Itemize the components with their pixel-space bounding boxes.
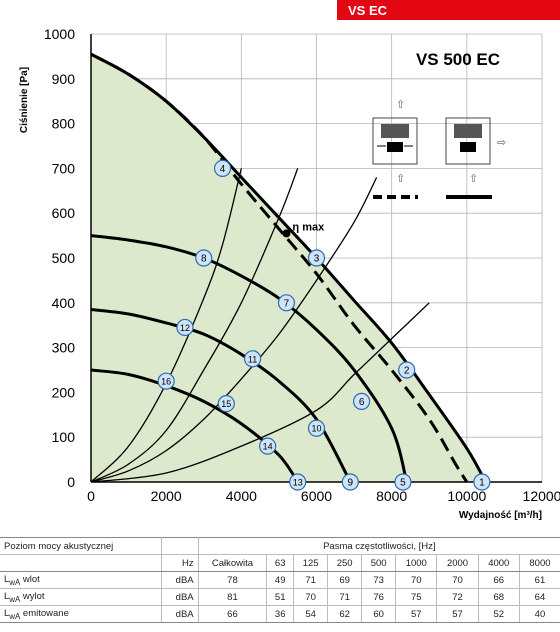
chart-axes — [90, 34, 542, 483]
band-header: 250 — [327, 554, 363, 572]
table-blank — [160, 537, 199, 555]
x-axis-label: Wydajność [m³/h] — [459, 510, 542, 521]
eta-max-label: η max — [292, 221, 325, 233]
installation-diagram: ⇧ ⇧ ⇨ ⇧ — [372, 99, 506, 199]
y-tick-label: 900 — [52, 71, 76, 87]
svg-text:7: 7 — [284, 298, 290, 309]
y-tick-label: 400 — [52, 295, 76, 311]
x-tick-label: 12000 — [523, 488, 560, 504]
marker-5: 5 — [394, 473, 412, 491]
marker-6: 6 — [353, 392, 371, 410]
marker-12: 12 — [176, 318, 194, 337]
frequency-band-header: Pasma częstotliwości, [Hz] — [197, 537, 560, 555]
svg-text:12: 12 — [180, 323, 190, 333]
y-axis-label: Ciśnienie [Pa] — [19, 67, 30, 133]
svg-text:13: 13 — [293, 478, 303, 488]
svg-text:8: 8 — [201, 254, 207, 265]
svg-text:1: 1 — [479, 478, 485, 489]
x-tick-label: 6000 — [301, 488, 332, 504]
x-tick-label: 0 — [87, 488, 95, 504]
fan-curves — [90, 52, 487, 483]
acoustic-power-table: Poziom mocy akustycznej Pasma częstotliw… — [0, 537, 560, 623]
svg-text:11: 11 — [248, 354, 257, 364]
y-tick-labels: 0 100 200 300 400 500 600 700 800 900 1000 — [44, 26, 75, 490]
band-header: 2000 — [436, 554, 479, 572]
marker-4: 4 — [213, 159, 232, 177]
svg-text:6: 6 — [359, 397, 365, 408]
y-tick-label: 100 — [52, 429, 76, 445]
chart-title: VS 500 EC — [416, 50, 500, 69]
marker-10: 10 — [307, 419, 326, 437]
svg-text:⇧: ⇧ — [396, 173, 405, 185]
band-header: 125 — [293, 554, 329, 572]
band-header: Całkowita — [197, 554, 268, 572]
product-tag: VS EC — [337, 0, 560, 20]
svg-text:⇧: ⇧ — [469, 173, 478, 185]
operating-area — [91, 54, 486, 482]
marker-9: 9 — [341, 473, 359, 491]
marker-3: 3 — [307, 249, 326, 267]
x-tick-label: 10000 — [447, 488, 486, 504]
band-header: 4000 — [477, 554, 520, 572]
y-tick-label: 1000 — [44, 26, 75, 42]
svg-text:16: 16 — [161, 377, 171, 387]
svg-text:4: 4 — [220, 164, 226, 175]
y-tick-label: 800 — [52, 116, 76, 132]
x-tick-label: 2000 — [151, 488, 182, 504]
svg-text:14: 14 — [263, 442, 273, 452]
fan-curve-2 — [90, 52, 469, 483]
marker-8: 8 — [195, 249, 213, 267]
y-tick-label: 700 — [52, 160, 76, 176]
fan-curve-5 — [90, 368, 299, 483]
marker-16: 16 — [157, 372, 175, 390]
fan-performance-chart: 0 2000 4000 6000 8000 10000 12000 010020030040… — [19, 26, 560, 521]
table-row: LwA wlot dBA 78 49 71 69 73 70 70 66 61 — [0, 571, 560, 589]
marker-15: 15 — [217, 395, 235, 413]
fan-curve-3 — [90, 234, 409, 483]
hz-header: Hz — [160, 554, 199, 572]
column-header-row: Hz Całkowita 63 125 250 500 1000 2000 4000 8000 — [0, 554, 560, 572]
marker-11: 11 — [244, 350, 262, 368]
x-tick-labels: 0 2000 4000 6000 8000 10000 12000 — [87, 488, 560, 504]
marker-1: 1 — [473, 473, 491, 491]
y-tick-label: 200 — [52, 384, 76, 400]
y-tick-label: 600 — [52, 205, 76, 221]
y-tick-label: 300 — [52, 340, 76, 356]
svg-text:15: 15 — [221, 399, 231, 409]
table-row: LwA wylot dBA 81 51 70 71 76 75 72 68 64 — [0, 588, 560, 606]
svg-text:9: 9 — [348, 478, 354, 489]
band-header: 1000 — [395, 554, 438, 572]
y-tick-label: 500 — [52, 250, 76, 266]
marker-14: 14 — [259, 437, 277, 455]
system-curve-3 — [90, 177, 378, 483]
system-curve-4 — [90, 302, 430, 483]
svg-text:5: 5 — [400, 478, 406, 489]
system-curve-1 — [90, 168, 242, 483]
marker-7: 7 — [277, 294, 296, 312]
svg-text:2: 2 — [404, 366, 410, 377]
x-tick-label: 8000 — [376, 488, 407, 504]
system-curves — [90, 168, 430, 483]
marker-13: 13 — [289, 473, 307, 491]
band-header: 500 — [361, 554, 397, 572]
eta-max-point: η max — [282, 221, 325, 238]
table-caption: Poziom mocy akustycznej — [0, 537, 162, 555]
svg-text:3: 3 — [314, 254, 320, 265]
svg-text:10: 10 — [311, 424, 321, 434]
x-tick-label: 4000 — [226, 488, 257, 504]
band-header: 63 — [266, 554, 295, 572]
table-row: LwA emitowane dBA 66 36 54 62 60 57 57 52 40 — [0, 605, 560, 623]
arrow-right-icon: ⇨ — [497, 137, 506, 149]
band-header: 8000 — [518, 554, 560, 572]
arrow-up-icon: ⇧ — [396, 99, 405, 111]
y-tick-label: 0 — [67, 474, 75, 490]
fan-curve-4 — [90, 308, 352, 483]
marker-2: 2 — [398, 361, 416, 379]
